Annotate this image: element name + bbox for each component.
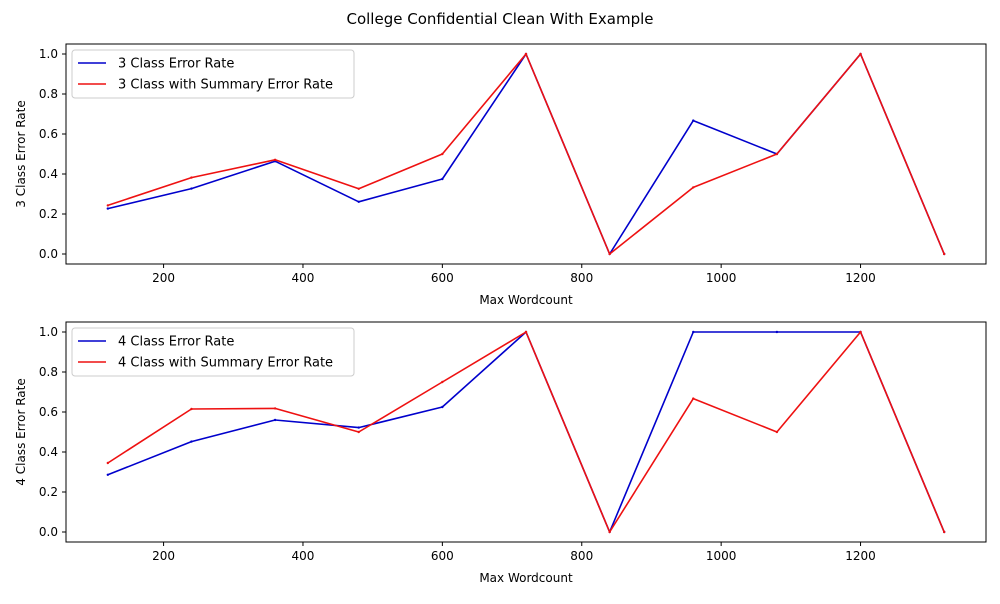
y-tick-label: 0.6 (39, 405, 58, 419)
y-tick-label: 0.0 (39, 525, 58, 539)
data-point (106, 204, 110, 207)
y-tick-label: 0.6 (39, 127, 58, 141)
legend-entry-label: 4 Class Error Rate (118, 335, 234, 350)
data-point (524, 330, 528, 334)
y-tick-label: 0.2 (39, 485, 58, 499)
data-point (441, 380, 444, 384)
data-point (190, 187, 193, 190)
legend-box (71, 327, 355, 377)
data-point (859, 330, 862, 334)
y-tick-label: 0.0 (39, 247, 58, 261)
legend: 3 Class Error Rate 3 Class with Summary E… (71, 49, 355, 99)
data-point (106, 207, 110, 210)
y-tick-label: 0.4 (39, 167, 58, 181)
legend-box (71, 49, 355, 99)
figure-title: College Confidential Clean With Example (346, 10, 653, 28)
x-tick-label: 600 (431, 271, 454, 285)
data-point (273, 407, 277, 410)
x-tick-label: 1000 (706, 271, 737, 285)
data-point (357, 200, 360, 203)
x-tick-label: 800 (570, 549, 593, 563)
legend-entry-label: 3 Class with Summary Error Rate (118, 78, 333, 93)
data-point (441, 405, 444, 409)
data-point (190, 407, 193, 411)
legend-entry-label: 4 Class with Summary Error Rate (118, 356, 333, 371)
x-axis-label: Max Wordcount (479, 293, 573, 307)
data-point (190, 440, 193, 443)
data-point (524, 52, 528, 56)
subplot-1: 200 400 600 800 1000 1200 0.0 0.2 0.4 0.6 0.8 1.0 Ma… (14, 43, 987, 307)
data-point (357, 426, 360, 429)
data-point (692, 119, 695, 122)
x-tick-label: 400 (292, 271, 315, 285)
x-tick-label: 600 (431, 549, 454, 563)
legend-entry-label: 3 Class Error Rate (118, 57, 234, 72)
data-point (692, 186, 695, 189)
data-point (357, 430, 360, 434)
y-tick-label: 1.0 (39, 325, 58, 339)
legend: 4 Class Error Rate 4 Class with Summary E… (71, 327, 355, 377)
data-point (106, 461, 110, 465)
data-point (273, 158, 277, 161)
data-point (775, 152, 779, 156)
data-point (441, 177, 444, 181)
data-point (692, 397, 695, 400)
y-tick-label: 1.0 (39, 47, 58, 61)
x-tick-label: 400 (292, 549, 315, 563)
data-point (190, 176, 193, 179)
data-point (775, 430, 779, 434)
x-tick-label: 800 (570, 271, 593, 285)
data-point (608, 530, 611, 534)
data-point (273, 418, 277, 422)
x-tick-label: 200 (152, 549, 175, 563)
data-point (859, 52, 862, 56)
subplot-2: 200 400 600 800 1000 1200 0.0 0.2 0.4 0.6 0.8 1.0 Ma… (14, 321, 987, 585)
data-point (441, 152, 444, 156)
data-point (942, 252, 946, 256)
x-axis-label: Max Wordcount (479, 571, 573, 585)
x-tick-label: 1200 (845, 549, 876, 563)
y-tick-label: 0.2 (39, 207, 58, 221)
data-point (775, 330, 779, 334)
y-tick-label: 0.4 (39, 445, 58, 459)
data-point (608, 252, 611, 256)
x-tick-label: 1200 (845, 271, 876, 285)
data-point (692, 330, 695, 334)
data-point (106, 473, 110, 476)
x-tick-label: 200 (152, 271, 175, 285)
y-tick-label: 0.8 (39, 365, 58, 379)
y-axis-label: 4 Class Error Rate (14, 378, 28, 485)
y-axis-label: 3 Class Error Rate (14, 100, 28, 207)
y-tick-label: 0.8 (39, 87, 58, 101)
data-point (357, 187, 360, 190)
data-point (942, 530, 946, 534)
x-tick-label: 1000 (706, 549, 737, 563)
